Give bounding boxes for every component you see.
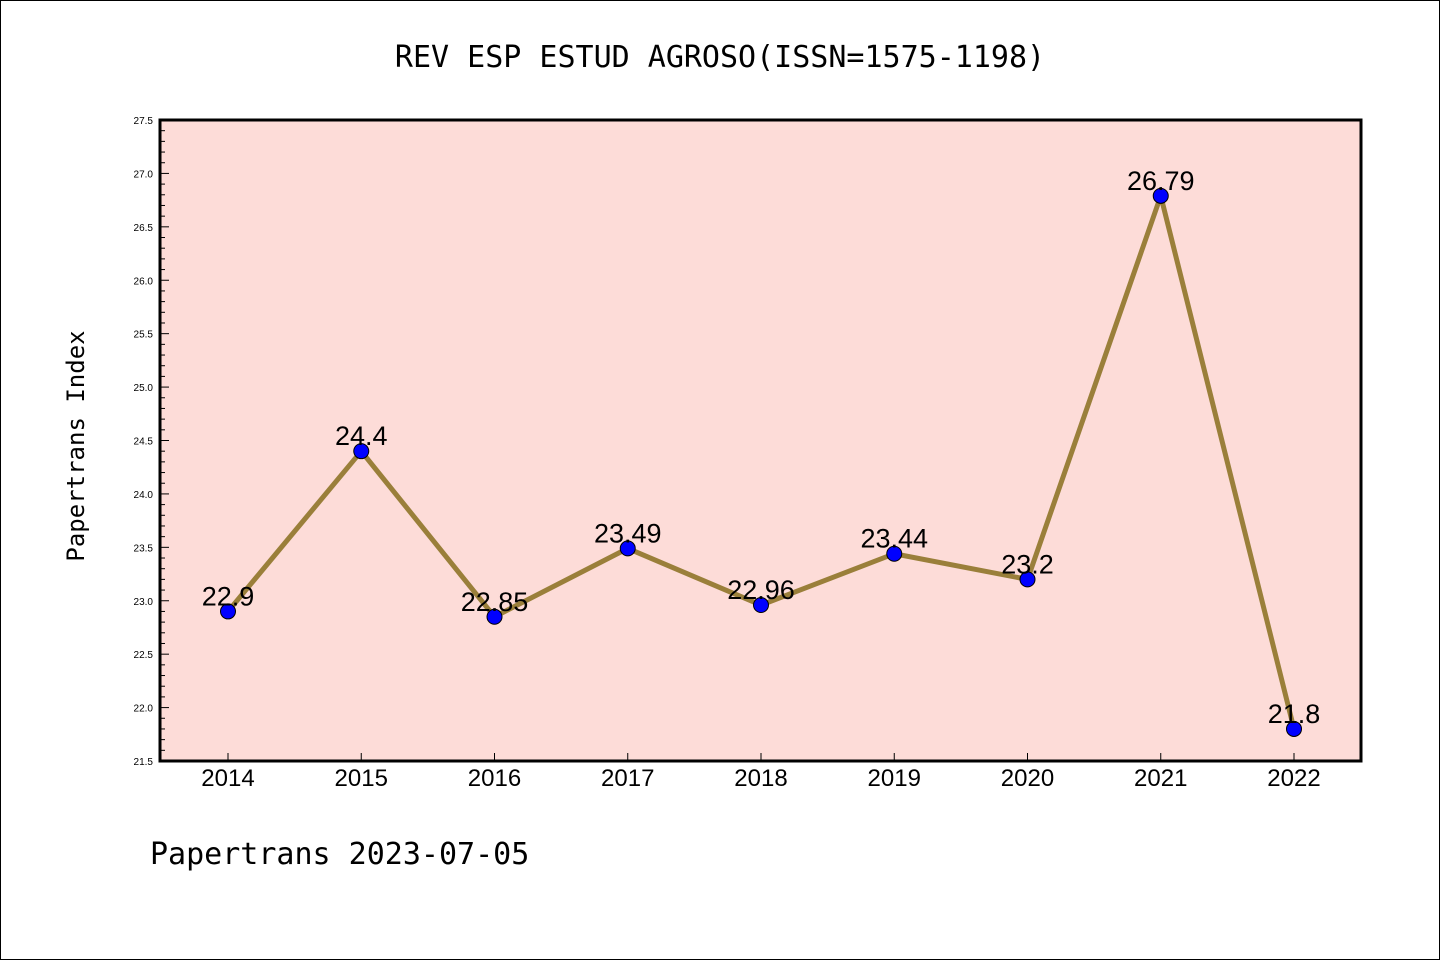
data-point-marker — [619, 540, 636, 557]
data-label: 23.49 — [594, 518, 662, 548]
x-tick-label: 2015 — [335, 765, 388, 792]
data-label: 21.8 — [1268, 699, 1321, 729]
y-tick-label: 23.5 — [134, 543, 154, 554]
data-label: 26.79 — [1127, 166, 1195, 196]
data-label: 24.4 — [335, 421, 388, 451]
y-tick-label: 25.0 — [134, 383, 154, 394]
x-tick-label: 2014 — [201, 765, 254, 792]
data-labels: 22.9 24.4 22.85 23.49 22.96 23.44 23.2 26.79 21.… — [202, 166, 1321, 729]
data-point-marker — [886, 545, 903, 562]
y-tick-label: 27.0 — [134, 169, 154, 180]
data-label: 22.9 — [202, 581, 255, 611]
chart-title: REV ESP ESTUD AGROSO(ISSN=1575-1198) — [395, 40, 1045, 75]
x-tick-label: 2017 — [601, 765, 654, 792]
data-label: 23.2 — [1001, 549, 1054, 579]
y-tick-label: 22.5 — [134, 650, 154, 661]
data-label: 23.44 — [860, 524, 928, 554]
y-tick-label: 24.5 — [134, 437, 154, 448]
y-tick-label: 23.0 — [134, 597, 154, 608]
data-point-marker — [753, 597, 769, 614]
y-tick-label: 27.5 — [134, 116, 154, 127]
y-tick-label: 24.0 — [134, 490, 154, 501]
y-axis: 21.5 22.0 22.5 23.0 23.5 24.0 24.5 25.0 25.5 26.0… — [134, 116, 169, 768]
footer-date: Papertrans 2023-07-05 — [150, 837, 529, 872]
data-point-marker — [1152, 187, 1169, 204]
plot-area — [158, 118, 1363, 763]
y-tick-label: 25.5 — [134, 330, 154, 341]
x-tick-label: 2018 — [734, 765, 787, 792]
x-axis: 2014 2015 2016 2017 2018 2019 2020 2021 2022 — [201, 753, 1321, 792]
y-tick-label: 26.5 — [134, 223, 154, 234]
x-tick-label: 2019 — [868, 765, 921, 792]
x-tick-label: 2021 — [1134, 765, 1187, 792]
data-label: 22.85 — [461, 587, 529, 617]
data-point-marker — [486, 608, 503, 625]
x-tick-label: 2016 — [468, 765, 521, 792]
data-point-marker — [1019, 571, 1036, 588]
y-tick-label: 21.5 — [134, 757, 154, 768]
y-tick-label: 26.0 — [134, 276, 154, 287]
y-axis-label: Papertrans Index — [62, 330, 90, 561]
x-tick-label: 2020 — [1001, 765, 1054, 792]
y-tick-label: 22.0 — [134, 704, 154, 715]
data-point-marker — [220, 603, 236, 620]
series-line-group — [220, 187, 1302, 737]
data-point-marker — [1286, 720, 1302, 737]
data-point-marker — [353, 443, 370, 460]
data-label: 22.96 — [727, 575, 795, 605]
x-tick-label: 2022 — [1267, 765, 1320, 792]
